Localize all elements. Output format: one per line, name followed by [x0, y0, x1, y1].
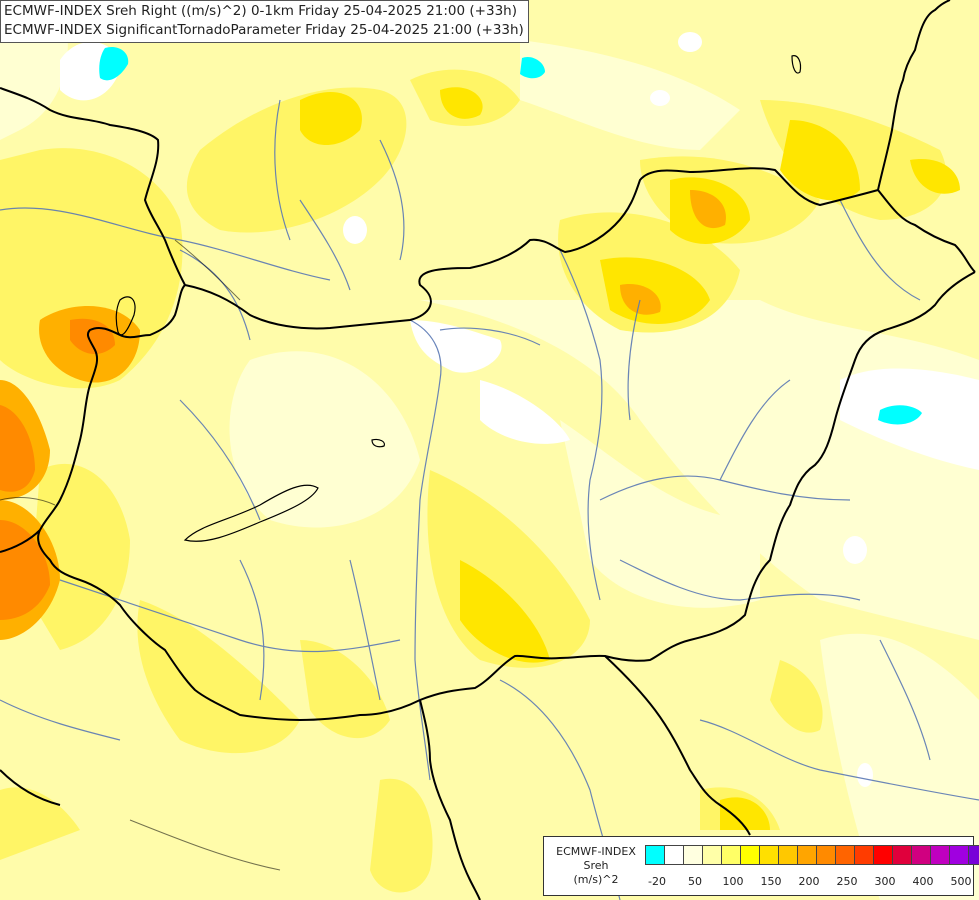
legend-swatch-16 [949, 845, 969, 865]
legend-swatch-5 [740, 845, 760, 865]
legend-title-line-3: (m/s)^2 [573, 873, 619, 886]
legend-swatch-0 [645, 845, 665, 865]
legend-label-4: 200 [798, 875, 820, 888]
region-borders [0, 239, 281, 871]
header-line-1: ECMWF-INDEX Sreh Right ((m/s)^2) 0-1km F… [4, 3, 517, 19]
legend-swatch-9 [816, 845, 836, 865]
legend-label-5: 250 [836, 875, 858, 888]
legend-swatch-13 [892, 845, 912, 865]
legend-swatch-14 [911, 845, 931, 865]
legend-swatch-4 [721, 845, 741, 865]
legend-swatch-11 [854, 845, 874, 865]
legend-label-0: -20 [648, 875, 666, 888]
lakes [115, 55, 802, 542]
legend-label-3: 150 [760, 875, 782, 888]
legend-swatch-17 [968, 845, 979, 865]
legend-title-line-1: ECMWF-INDEX [556, 845, 636, 858]
map-header: ECMWF-INDEX Sreh Right ((m/s)^2) 0-1km F… [0, 0, 529, 43]
legend-swatch-15 [930, 845, 950, 865]
legend-title: ECMWF-INDEX Sreh (m/s)^2 [548, 845, 644, 887]
legend-title-line-2: Sreh [583, 859, 609, 872]
legend-swatch-1 [664, 845, 684, 865]
legend-swatch-12 [873, 845, 893, 865]
legend-swatch-10 [835, 845, 855, 865]
legend-label-7: 400 [912, 875, 934, 888]
legend-swatch-3 [702, 845, 722, 865]
legend-swatch-2 [683, 845, 703, 865]
legend-labels: -2050100150200250300400500700 [645, 875, 975, 889]
color-legend: ECMWF-INDEX Sreh (m/s)^2 -20 50 100 150 200 2… [543, 836, 979, 896]
dark-orange-zones [0, 318, 115, 620]
header-line-2: ECMWF-INDEX SignificantTornadoParameter … [4, 22, 524, 38]
legend-swatch-7 [778, 845, 798, 865]
legend-color-bar [645, 845, 979, 865]
legend-label-6: 300 [874, 875, 896, 888]
cyan-zones [99, 46, 922, 425]
gold-zones [300, 87, 960, 830]
legend-swatch-6 [759, 845, 779, 865]
legend-label-8: 500 [950, 875, 972, 888]
legend-label-1: 50 [688, 875, 702, 888]
legend-swatch-8 [797, 845, 817, 865]
legend-label-2: 100 [722, 875, 744, 888]
